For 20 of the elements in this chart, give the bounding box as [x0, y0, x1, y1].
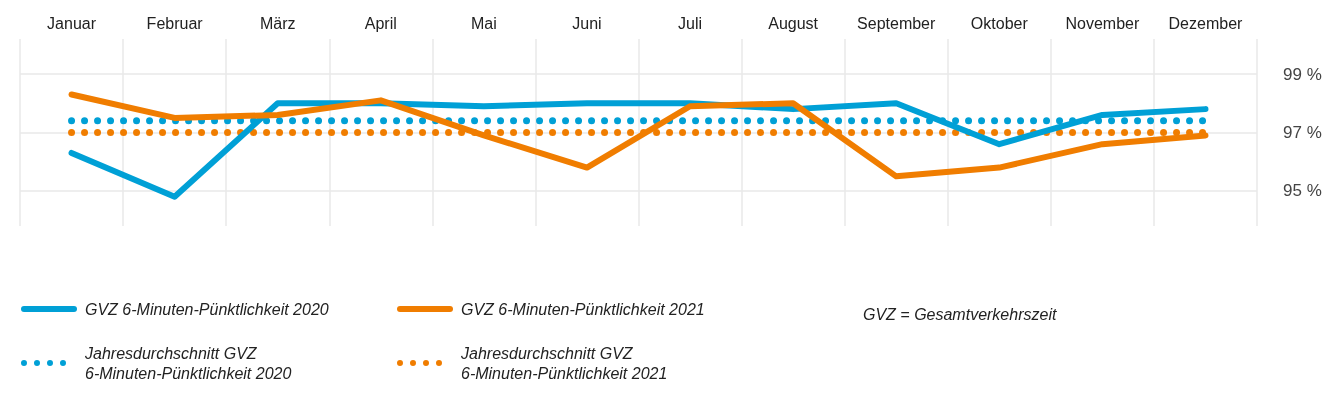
legend-label: GVZ 6-Minuten-Pünktlichkeit 2020: [85, 300, 329, 318]
y-tick-label: 95 %: [1283, 181, 1322, 201]
text: GVZ = Gesamtverkehrszeit: [863, 305, 1057, 323]
x-tick-label: Dezember: [1168, 14, 1244, 32]
legend-label: Jahresdurchschnitt GVZ 6-Minuten-Pünktlichkeit 2021: [460, 344, 668, 382]
x-tick-label: Juni: [572, 14, 602, 32]
x-tick-label: April: [364, 14, 397, 32]
x-tick-label: Oktober: [970, 14, 1029, 32]
x-tick-label: Mai: [470, 14, 497, 32]
x-tick-label: März: [259, 14, 296, 32]
legend-label: Jahresdurchschnitt GVZ 6-Minuten-Pünktlichkeit 2020: [84, 344, 292, 382]
x-tick-label: September: [857, 14, 937, 32]
x-tick-label: August: [768, 14, 819, 32]
legend-label: GVZ 6-Minuten-Pünktlichkeit 2021: [461, 300, 705, 318]
x-tick-label: Februar: [146, 14, 204, 32]
x-tick-label: Juli: [678, 14, 703, 32]
y-tick-label: 97 %: [1283, 123, 1322, 142]
x-tick-label: Januar: [47, 14, 97, 32]
y-tick-label: 99 %: [1283, 64, 1322, 84]
x-tick-label: November: [1065, 14, 1140, 32]
